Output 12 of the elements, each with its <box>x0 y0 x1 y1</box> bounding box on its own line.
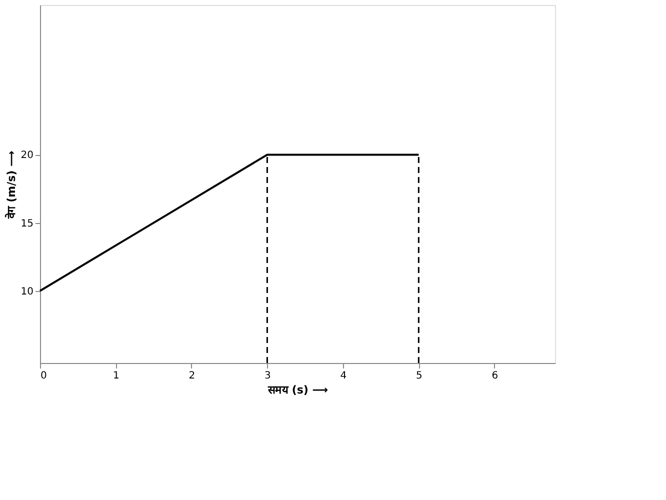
x-tick-label: 3 <box>264 370 271 382</box>
x-tick-label: 4 <box>340 370 347 382</box>
x-tick-label: 0 <box>40 370 47 382</box>
x-tick-label: 6 <box>492 370 498 382</box>
x-tick-label: 1 <box>113 370 120 382</box>
x-axis-title: समय (s) ⟶ <box>266 384 328 396</box>
x-tick-label: 5 <box>416 370 422 382</box>
y-tick-label: 10 <box>20 286 34 298</box>
x-tick-label: 2 <box>188 370 196 382</box>
y-axis-title: वेग (m/s) ⟶ <box>4 150 18 220</box>
y-tick-label: 20 <box>20 150 34 162</box>
y-tick-label: 15 <box>20 218 34 230</box>
